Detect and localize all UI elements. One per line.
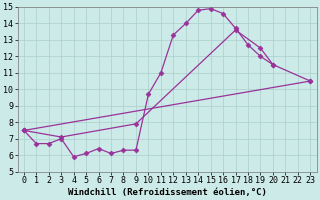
X-axis label: Windchill (Refroidissement éolien,°C): Windchill (Refroidissement éolien,°C) bbox=[68, 188, 267, 197]
